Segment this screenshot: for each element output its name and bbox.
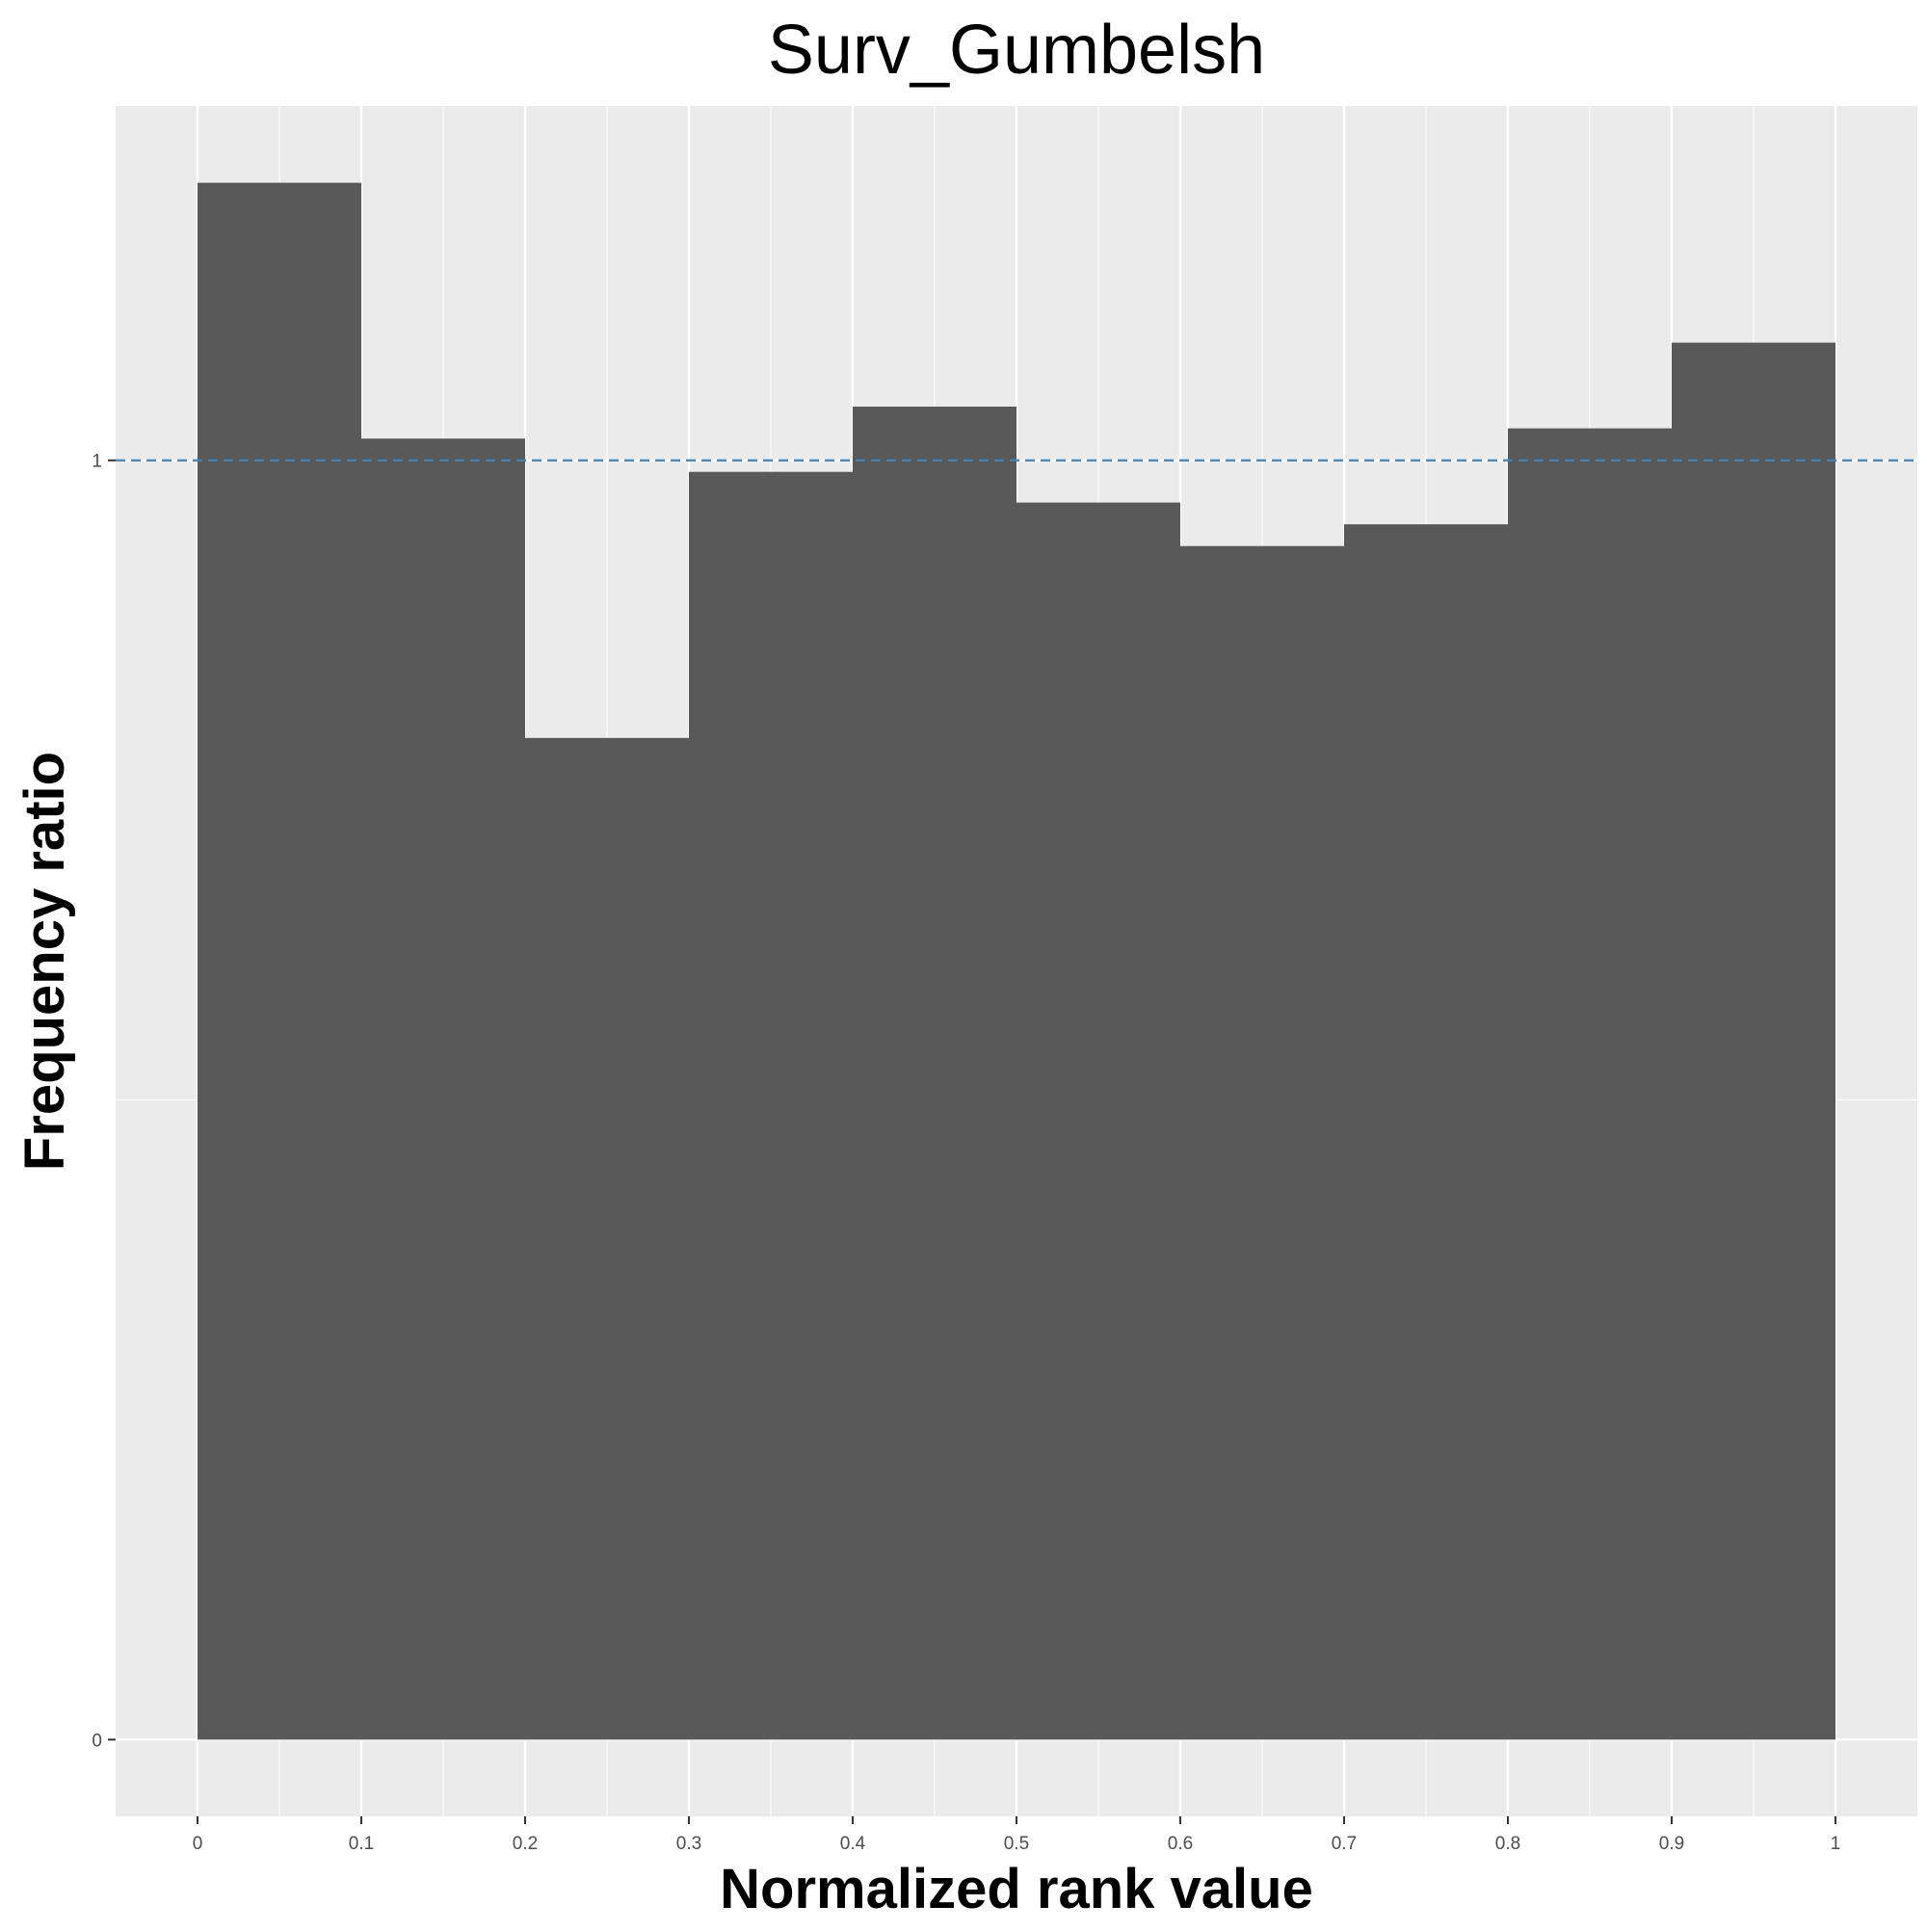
histogram-bar bbox=[1508, 428, 1672, 1740]
y-tick-label: 1 bbox=[92, 452, 102, 472]
x-tick-label: 0.9 bbox=[1659, 1834, 1684, 1854]
x-tick-label: 0.7 bbox=[1332, 1834, 1357, 1854]
histogram-bar bbox=[1180, 545, 1344, 1740]
chart-title: Surv_Gumbelsh bbox=[768, 12, 1265, 89]
x-tick-label: 0.1 bbox=[349, 1834, 374, 1854]
histogram-bar bbox=[1016, 502, 1180, 1740]
histogram-bar bbox=[525, 737, 689, 1740]
x-tick-label: 0.4 bbox=[840, 1834, 866, 1854]
x-axis-ticks: 0 0.1 0.2 0.3 0.4 0.5 0.6 0.7 0.8 0.9 1 bbox=[193, 1816, 1841, 1854]
histogram-bar bbox=[1344, 524, 1508, 1740]
y-tick-label: 0 bbox=[92, 1731, 102, 1751]
x-tick-label: 0.8 bbox=[1495, 1834, 1520, 1854]
y-axis-title: Frequency ratio bbox=[13, 752, 76, 1171]
bars-layer bbox=[198, 182, 1835, 1740]
x-tick-label: 1 bbox=[1831, 1834, 1841, 1854]
x-tick-label: 0 bbox=[193, 1834, 203, 1854]
x-tick-label: 0.5 bbox=[1004, 1834, 1029, 1854]
histogram-bar bbox=[361, 438, 525, 1740]
x-tick-label: 0.6 bbox=[1168, 1834, 1193, 1854]
histogram-bar bbox=[853, 406, 1016, 1740]
histogram-bar bbox=[198, 182, 361, 1740]
histogram-bar bbox=[689, 471, 853, 1740]
x-tick-label: 0.3 bbox=[676, 1834, 701, 1854]
x-tick-label: 0.2 bbox=[513, 1834, 538, 1854]
x-axis-title: Normalized rank value bbox=[720, 1858, 1313, 1920]
y-axis-ticks: 01 bbox=[92, 452, 116, 1751]
histogram-bar bbox=[1672, 342, 1835, 1740]
